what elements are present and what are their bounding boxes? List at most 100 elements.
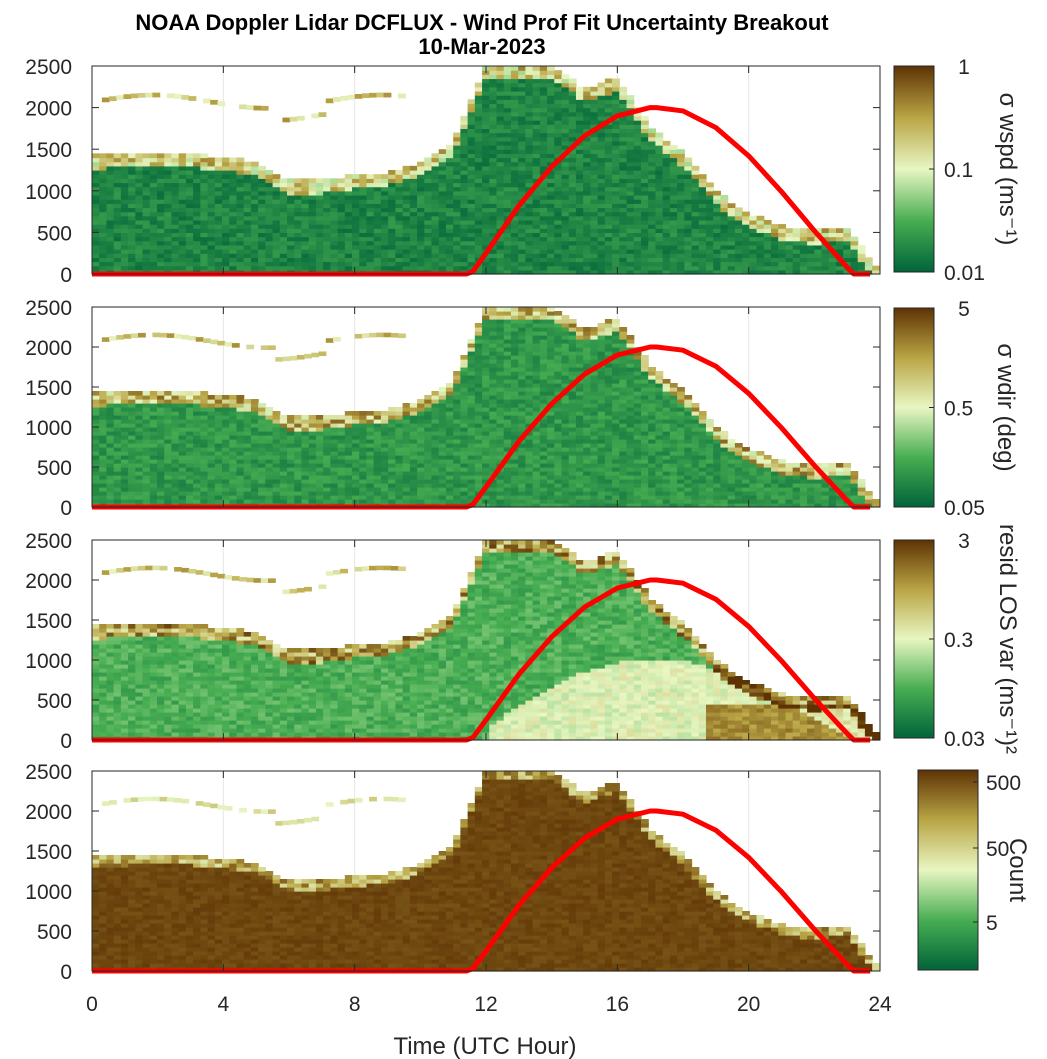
heatmap-cell [532,178,541,184]
heatmap-cell [229,170,238,175]
heatmap-cell [106,161,115,167]
heatmap-cell [193,455,201,460]
heatmap-cell [200,207,209,213]
heatmap-cell [720,228,729,233]
heatmap-cell [142,495,151,500]
heatmap-cell [698,261,707,267]
heatmap-cell [120,395,129,400]
heatmap-cell [431,487,440,492]
heatmap-cell [460,253,469,258]
heatmap-cell [727,215,736,221]
heatmap-cell [503,86,512,92]
heatmap-cell [532,170,541,175]
heatmap-cell [250,240,259,246]
heatmap-cell [388,435,396,440]
heatmap-cell [99,211,108,217]
heatmap-cell [445,244,454,250]
heatmap-cell [174,94,182,99]
heatmap-cell [727,232,736,238]
heatmap-cell [323,479,331,484]
heatmap-cell [474,269,483,275]
heatmap-cell [250,491,259,496]
heatmap-cell [250,161,259,167]
heatmap-cell [749,269,758,275]
heatmap-cell [193,423,201,428]
heatmap-cell [554,165,563,171]
heatmap-cell [157,170,165,175]
heatmap-cell [482,257,490,263]
heatmap-cell [677,194,685,200]
heatmap-cell [583,257,592,263]
heatmap-cell [510,395,519,400]
heatmap-cell [431,199,440,204]
heatmap-cell [742,249,750,254]
heatmap-cell [655,269,664,275]
heatmap-cell [561,120,570,125]
heatmap-cell [496,351,505,356]
heatmap-cell [366,455,375,460]
heatmap-cell [518,483,526,488]
heatmap-cell [633,240,642,246]
heatmap-cell [200,483,209,488]
heatmap-cell [243,182,252,188]
heatmap-cell [359,439,368,444]
heatmap-cell [157,451,165,456]
heatmap-cell [438,194,447,200]
heatmap-cell [308,265,317,271]
heatmap-cell [482,479,490,484]
heatmap-cell [380,257,389,263]
heatmap-cell [359,447,368,452]
heatmap-cell [734,240,743,246]
heatmap-cell [308,423,317,428]
heatmap-cell [460,232,469,238]
heatmap-cell [149,463,158,468]
heatmap-cell [662,182,671,188]
heatmap-cell [157,411,165,416]
heatmap-cell [489,107,498,113]
heatmap-cell [330,207,339,213]
heatmap-cell [496,140,505,146]
heatmap-cell [157,182,165,188]
heatmap-cell [323,483,331,488]
heatmap-cell [171,415,180,420]
heatmap-cell [178,391,187,396]
heatmap-cell [128,423,136,428]
heatmap-cell [518,174,526,179]
heatmap-cell [171,211,180,217]
heatmap-cell [128,194,136,200]
heatmap-cell [503,355,512,360]
heatmap-cell [185,391,194,396]
heatmap-cell [489,95,498,100]
heatmap-cell [207,423,216,428]
heatmap-cell [287,495,295,500]
heatmap-cell [467,435,476,440]
heatmap-cell [366,483,375,488]
heatmap-cell [438,415,447,420]
heatmap-cell [763,232,772,238]
heatmap-cell [561,269,570,275]
heatmap-cell [424,403,433,408]
heatmap-cell [207,232,216,238]
heatmap-cell [684,207,693,213]
heatmap-cell [359,471,368,476]
heatmap-cell [691,249,700,254]
heatmap-cell [597,215,606,221]
heatmap-cell [99,431,108,436]
heatmap-cell [590,207,599,213]
heatmap-cell [828,261,837,267]
heatmap-cell [438,257,447,263]
heatmap-cell [142,407,151,412]
heatmap-cell [250,207,259,213]
heatmap-cell [337,190,346,196]
heatmap-cell [171,178,180,184]
heatmap-cell [698,174,707,179]
heatmap-cell [330,487,339,492]
heatmap-cell [467,439,476,444]
heatmap-cell [525,115,534,121]
heatmap-cell [193,203,201,209]
heatmap-cell [315,240,324,246]
heatmap-cell [633,124,642,129]
heatmap-cell [301,207,310,213]
heatmap-cell [185,499,194,504]
heatmap-cell [200,157,209,163]
